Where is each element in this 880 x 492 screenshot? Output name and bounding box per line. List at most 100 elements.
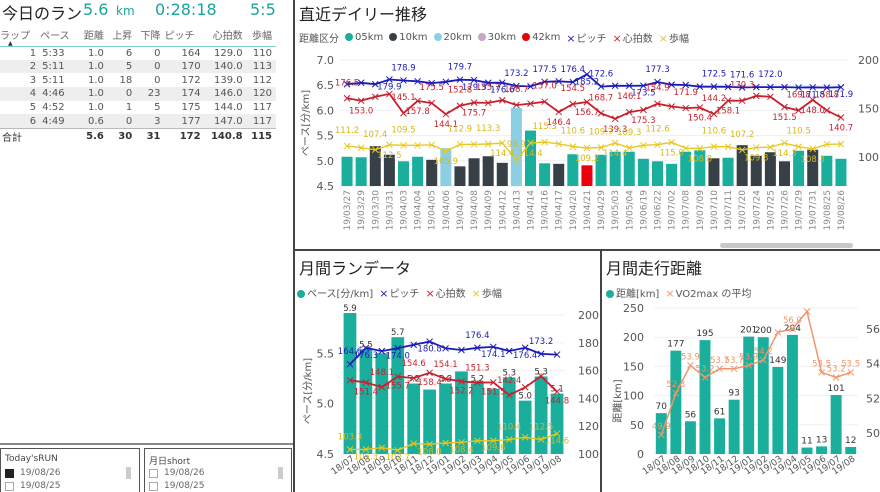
x-tick-label: 19/04/29 xyxy=(597,190,607,231)
stride-line-marker xyxy=(553,430,561,438)
col-header-heart-rate[interactable]: 心拍数 xyxy=(204,24,247,47)
legend-label: ペース[分/km] xyxy=(307,289,374,300)
heart-rate-line-marker xyxy=(527,100,534,107)
bar xyxy=(439,383,452,454)
vo2max-data-label: 53.9 xyxy=(739,352,758,362)
slicer-scrollbar[interactable] xyxy=(278,467,283,479)
legend-item[interactable]: ×歩幅 xyxy=(472,285,502,300)
stride-line-marker xyxy=(410,440,418,447)
stride-line-marker xyxy=(513,156,520,164)
vo2max-data-label: 53.9 xyxy=(681,352,700,362)
pitch-line-marker xyxy=(474,344,481,352)
pitch-line-marker xyxy=(442,78,450,86)
checkbox-checked-icon[interactable] xyxy=(5,468,14,478)
lap-row[interactable]: 6 4:49 0.6 0 3 177 147.0 117 xyxy=(0,114,276,129)
stride-line-marker xyxy=(682,144,690,152)
pitch-data-label: 172.6 xyxy=(589,70,613,80)
x-tick-label: 19/04/17 xyxy=(555,190,565,230)
x-tick-label: 19/05/03 xyxy=(611,190,621,230)
stride-line-marker xyxy=(498,139,506,147)
col-header-descent[interactable]: 下降 xyxy=(136,24,165,47)
lap-row[interactable]: 1 5:33 1.0 6 0 164 129.0 110 xyxy=(0,46,276,60)
col-header-distance[interactable]: 距離 xyxy=(79,24,108,47)
daily-chart-plot[interactable]: 7.0 6.5 6.0 5.5 5.0 4.5 200 150 100 ペース[分/km] 19/0… xyxy=(295,0,880,250)
stride-line-marker xyxy=(527,139,534,147)
stride-line-marker xyxy=(371,146,379,154)
pitch-line-marker xyxy=(428,79,436,87)
legend-item[interactable]: 42km xyxy=(522,32,560,43)
legend-item[interactable]: 20km xyxy=(433,32,472,43)
monthly-chart-plot[interactable]: 200 180 160 140 120 100 5.5 5.0 4.5 ペース[分/km] 5.9 1… xyxy=(295,251,600,492)
legend-item[interactable]: ×心拍数 xyxy=(425,285,465,300)
heart-rate-data-label: 158.8 xyxy=(815,90,839,100)
lap-row[interactable]: 4 4:46 1.0 0 23 174 146.0 120 xyxy=(0,87,276,101)
checkbox-icon[interactable] xyxy=(149,468,158,478)
pitch-data-label: 174.0 xyxy=(386,351,410,361)
lap-cell: 112 xyxy=(252,74,272,86)
lap-cell: 146.0 xyxy=(204,87,247,101)
chart-scrollbar[interactable] xyxy=(720,243,853,248)
bar xyxy=(550,393,564,454)
x-tick-label: 19/04/08 xyxy=(470,190,480,231)
slicer-item[interactable]: 19/08/25 xyxy=(149,481,204,491)
lap-row[interactable]: 3 5:11 1.0 18 0 172 139.0 112 xyxy=(0,73,276,87)
slicer-item[interactable]: 19/08/25 xyxy=(5,481,60,491)
legend-item[interactable]: 10km xyxy=(389,32,428,43)
heart-rate-line-marker xyxy=(414,97,421,105)
stride-line-marker xyxy=(823,140,831,148)
vo2max-line-marker xyxy=(803,308,811,315)
lap-cell: 113 xyxy=(246,59,276,74)
pitch-data-label: 164.6 xyxy=(338,347,362,357)
lap-cell: 4 xyxy=(0,87,41,101)
legend-item[interactable]: ×歩幅 xyxy=(659,30,689,45)
slicer-item[interactable]: 19/08/26 xyxy=(5,468,60,478)
stride-line-marker xyxy=(583,144,591,152)
x-tick-label: 19/04/06 xyxy=(442,190,452,231)
bar xyxy=(728,399,740,454)
legend-item[interactable]: ×ピッチ xyxy=(566,30,606,45)
bar xyxy=(801,447,813,454)
y2-tick-label: 50 xyxy=(866,427,880,440)
col-header-pitch[interactable]: ピッチ xyxy=(164,24,205,47)
checkbox-icon[interactable] xyxy=(5,481,14,491)
total-cell xyxy=(40,127,80,145)
lap-cell: 1.0 xyxy=(79,59,108,74)
bar xyxy=(623,151,635,186)
lap-cell: 4:52 xyxy=(42,102,65,114)
heart-rate-line-marker xyxy=(767,93,774,101)
heart-rate-line-marker xyxy=(442,375,449,383)
stride-line-marker xyxy=(640,141,647,149)
legend-item[interactable]: ×VO2max の平均 xyxy=(665,285,751,300)
vo2max-line-marker xyxy=(832,374,840,381)
legend-item[interactable]: 30km xyxy=(477,32,516,43)
lap-row[interactable]: 2 5:11 1.0 5 0 170 140.0 113 xyxy=(0,59,276,74)
stride-data-label: 110.6 xyxy=(561,127,585,137)
heart-rate-line-marker xyxy=(668,103,675,110)
bar xyxy=(807,149,819,186)
legend-item[interactable]: ×心拍数 xyxy=(613,30,653,45)
heart-rate-line-marker xyxy=(474,379,481,387)
lap-cell: 140.0 xyxy=(204,59,247,74)
slicer-item[interactable]: 19/08/26 xyxy=(149,468,204,478)
legend-item[interactable]: ×ピッチ xyxy=(379,285,419,300)
lap-cell: 5:33 xyxy=(42,47,65,59)
y2-tick-label: 100 xyxy=(858,151,879,164)
lap-row[interactable]: 5 4:52 1.0 1 5 175 144.0 117 xyxy=(0,101,276,115)
today-pace: 5:5 xyxy=(250,0,276,19)
slicer-scrollbar[interactable] xyxy=(126,467,131,479)
x-tick-label: 19/04/16 xyxy=(541,190,551,231)
pitch-data-label: 176.4 xyxy=(465,331,489,341)
legend-item[interactable]: ペース[分/km] xyxy=(297,285,373,300)
col-header-lap[interactable]: ラップ xyxy=(0,24,41,47)
x-tick-label: 19/07/20 xyxy=(738,190,748,231)
col-header-stride[interactable]: 歩幅 xyxy=(246,24,276,47)
legend-item[interactable]: 05km xyxy=(345,32,383,43)
checkbox-icon[interactable] xyxy=(149,481,158,491)
y-axis-title: 距離[km] xyxy=(611,379,624,422)
col-header-ascent[interactable]: 上昇 xyxy=(107,24,137,47)
legend-item[interactable]: 距離[km] xyxy=(606,285,659,300)
y2-tick-label: 56 xyxy=(866,323,880,336)
col-header-pace[interactable]: ペース xyxy=(40,24,80,47)
slicer-title: Today'sRUN xyxy=(5,454,58,464)
